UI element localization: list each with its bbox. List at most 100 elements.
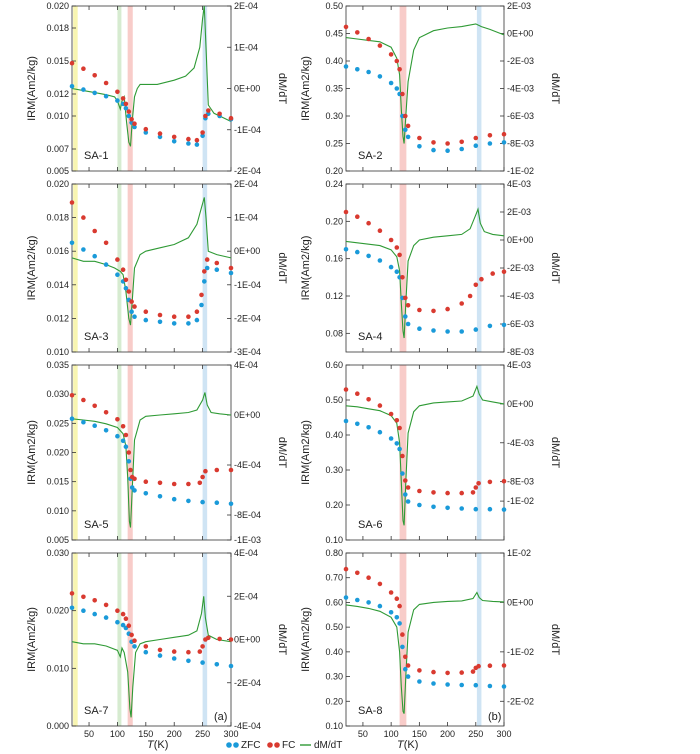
panel-5-zfc-point-3 [366, 69, 371, 75]
panel-4-zfc-point-1 [69, 605, 75, 611]
panel-3-y-tick-label-2: 0.010 [46, 506, 69, 516]
panel-8-fc-point-15 [470, 669, 476, 674]
panel-4-sample-label: SA-7 [84, 705, 108, 717]
panel-4-fc-point-1 [69, 591, 75, 596]
panel-8-zfc-point-17 [501, 684, 507, 689]
panel-8-fc-point-19 [501, 663, 507, 668]
panel-5-zfc-point-14 [459, 146, 465, 152]
panel-3-fc-point-4 [103, 410, 109, 415]
panel-3-band-4 [202, 365, 208, 540]
panel-1-zfc-point-2 [81, 87, 86, 92]
panel-6-y2-tick-label-2: -6E-03 [507, 319, 534, 329]
panel-3-zfc-point-16 [200, 499, 205, 505]
panel-5-zfc-point-12 [431, 147, 436, 153]
panel-2-fc-point-7 [123, 277, 129, 283]
panel-7-fc-point-13 [445, 490, 450, 496]
panel-3-series-zfc [69, 416, 234, 507]
panel-7-y2-tick-label-3: -4E-03 [507, 438, 534, 448]
panel-2-fc-point-12 [157, 312, 163, 318]
panel-7-fc-point-19 [501, 478, 507, 484]
panel-5-band-1 [399, 6, 407, 171]
panel-6-y2-tick-label-6: 2E-03 [507, 207, 531, 217]
panel-8-fc-point-7 [397, 603, 402, 609]
panel-4-y-tick-label-1: 0.000 [46, 721, 69, 731]
panel-8-zfc-point-5 [388, 610, 394, 615]
panel-8-sample-label: SA-8 [358, 705, 382, 717]
panel-3-y2-tick-label-3: -4E-04 [234, 460, 261, 470]
panel-2-sample-label: SA-3 [84, 331, 108, 343]
x-axis-label-var: T [147, 739, 155, 751]
panel-6-y-axis-label: IRM(Am2/kg) [300, 236, 312, 301]
panel-1: 0.005 0.007 0.010 0.012 0.015 0.018 0.020 -2E-0… [26, 1, 288, 176]
panel-6-zfc-point-9 [403, 314, 408, 319]
panel-8-x-tick-label-6: 300 [496, 729, 511, 739]
panel-1-zfc-point-11 [143, 130, 149, 135]
panel-8-y-tick-label-1: 0.10 [325, 721, 343, 731]
panel-3-y-tick-label-1: 0.005 [46, 535, 69, 545]
panel-1-band-1 [73, 6, 78, 171]
panel-8-zfc-point-15 [473, 682, 479, 688]
panel-6-fc-point-3 [366, 220, 371, 226]
panel-8-x-tick-label-5: 250 [468, 729, 483, 739]
panel-3-y-tick-label-6: 0.030 [46, 389, 69, 399]
panel-5-y-tick-label-2: 0.25 [325, 139, 343, 149]
panel-8-band-2 [476, 553, 482, 726]
panel-4-zfc-point-2 [81, 608, 86, 613]
panel-2-y-tick-label-3: 0.014 [46, 280, 69, 290]
panel-7-fc-point-8 [400, 453, 405, 459]
panel-4-zfc-point-4 [103, 615, 109, 620]
panel-1-zfc-point-12 [157, 134, 163, 140]
panel-3-fc-point-20 [228, 467, 234, 473]
panel-5-zfc-point-15 [473, 143, 479, 148]
panel-4-fc-point-11 [143, 644, 149, 649]
panel-2-fc-point-20 [228, 265, 234, 271]
panel-2-y-tick-label-2: 0.012 [46, 313, 69, 323]
panel-2-y2-tick-label-5: 1E-04 [234, 213, 258, 223]
panel-5-fc-point-17 [501, 131, 507, 137]
panel-5-series-zfc [343, 64, 507, 153]
panel-1-fc-point-13 [171, 134, 177, 140]
legend-zfc-marker-2 [233, 742, 239, 748]
panel-7-y-tick-label-2: 0.20 [325, 500, 343, 510]
panel-3-zfc-point-14 [171, 496, 177, 502]
panel-7-fc-point-9 [403, 478, 408, 483]
panel-8-zfc-point-9 [403, 666, 408, 672]
panel-7-zfc-point-13 [445, 505, 450, 511]
panel-6-y2-tick-label-3: -4E-03 [507, 291, 534, 301]
panel-5-fc-point-9 [403, 113, 408, 119]
panel-1-fc-point-10 [132, 121, 137, 126]
panel-6-y2-tick-label-7: 4E-03 [507, 179, 531, 189]
panel-7-zfc-point-10 [405, 499, 411, 504]
panel-8-fc-point-10 [405, 663, 411, 668]
panel-6-y2-tick-label-4: -2E-03 [507, 263, 534, 273]
x-axis-label-unit: (K) [154, 739, 169, 751]
panel-8-fc-point-11 [417, 668, 422, 673]
panel-1-zfc-point-15 [194, 142, 200, 147]
panel-8-fc-point-6 [394, 596, 400, 601]
panel-1-y2-tick-label-5: 2E-04 [234, 1, 258, 11]
panel-7-zfc-point-11 [417, 502, 422, 508]
panel-5-zfc-point-2 [355, 67, 360, 72]
panel-4-y2-tick-label-1: -4E-04 [234, 721, 261, 731]
panel-1-fc-point-3 [92, 73, 97, 78]
panel-7-fc-point-18 [487, 479, 493, 485]
panel-4-zfc-point-17 [228, 663, 234, 669]
panel-6-zfc-point-4 [377, 258, 383, 263]
panel-7-fc-point-3 [366, 397, 371, 402]
panel-4-fc-point-12 [157, 647, 163, 653]
panel-8-x-tick-label-2: 100 [384, 729, 399, 739]
panel-5-y2-tick-label-6: 0E+00 [507, 29, 533, 39]
panel-7-fc-point-14 [459, 490, 465, 496]
panel-6-fc-point-6 [394, 245, 400, 250]
panel-4-fc-point-13 [171, 649, 177, 654]
panel-3-fc-point-8 [126, 450, 132, 455]
panel-3-y2-tick-label-4: 0E+00 [234, 410, 260, 420]
panel-6-series-zfc [343, 247, 507, 334]
panel-6-fc-point-5 [388, 237, 394, 243]
svg-text:T(K): T(K) [397, 739, 418, 751]
panel-4-zfc-point-3 [92, 611, 97, 617]
panel-3-zfc-point-1 [69, 416, 75, 422]
panel-6-series-fc [343, 209, 507, 314]
panel-3-y-tick-label-4: 0.020 [46, 448, 69, 458]
panel-7-fc-point-2 [355, 391, 360, 397]
